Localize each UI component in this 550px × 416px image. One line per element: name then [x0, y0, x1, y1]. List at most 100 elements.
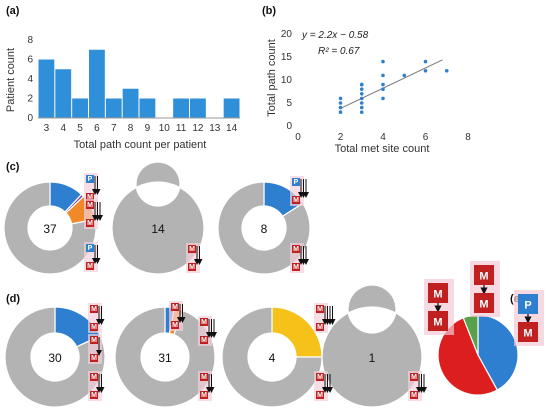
box-label: M	[411, 392, 417, 399]
data-point	[423, 59, 428, 64]
data-point	[359, 87, 364, 91]
box-label: M	[479, 298, 488, 310]
box-label: M	[293, 246, 299, 253]
box-label: M	[91, 374, 97, 381]
pie-slice	[221, 306, 323, 408]
metastasis-box	[90, 336, 98, 344]
data-point	[381, 96, 385, 101]
primary-box	[86, 244, 94, 252]
metastasis-box	[428, 283, 448, 303]
donut-d4-center-label: 1	[369, 351, 376, 365]
pathway-glyphs: P M M M P M M M P M M M M M M M M M M M M M M M M M M M M M M M M M P M	[84, 173, 544, 401]
metastasis-box	[171, 303, 179, 311]
metastasis-box	[171, 321, 179, 329]
box-label: M	[91, 337, 97, 344]
box-label: M	[317, 392, 323, 399]
data-point	[338, 96, 343, 101]
x-tick-label: 10	[159, 123, 171, 134]
x-tick-label: 6	[423, 132, 429, 143]
y-tick-label: 4	[27, 74, 33, 85]
box-label: P	[88, 176, 93, 183]
panel-label-b: (b)	[262, 5, 276, 17]
x-tick-label: 3	[44, 123, 50, 134]
metastasis-box	[200, 336, 208, 344]
box-label: P	[294, 179, 299, 186]
donut-d2-center-label: 31	[158, 351, 172, 365]
metastasis-box	[410, 373, 418, 381]
y-tick-label: 20	[281, 29, 293, 40]
metastasis-box	[200, 318, 208, 326]
box-label: M	[479, 270, 488, 282]
box-label: M	[433, 288, 442, 300]
metastasis-box	[200, 373, 208, 381]
donut-d1-center-label: 30	[48, 351, 62, 365]
box-label: M	[172, 304, 178, 311]
x-tick-label: 0	[295, 132, 301, 143]
data-point	[381, 73, 385, 78]
pie-slice	[111, 161, 205, 275]
x-tick-label: 14	[226, 123, 238, 134]
metastasis-box	[292, 196, 300, 204]
box-label: M	[91, 392, 97, 399]
pie-slice	[4, 306, 106, 408]
bar	[122, 88, 139, 118]
data-point	[359, 82, 364, 87]
x-tick-label: 8	[465, 132, 471, 143]
metastasis-box	[90, 305, 98, 313]
panel-label-c: (c)	[6, 161, 20, 173]
metastasis-box	[90, 323, 98, 331]
box-label: M	[87, 202, 93, 209]
box-label: M	[201, 319, 207, 326]
metastasis-box	[292, 263, 300, 271]
box-label: M	[91, 306, 97, 313]
y-tick-label: 8	[27, 35, 33, 46]
bar	[223, 98, 240, 118]
metastasis-box	[90, 373, 98, 381]
x-tick-label: 13	[209, 123, 221, 134]
metastasis-box	[316, 323, 324, 331]
data-point	[338, 101, 343, 105]
metastasis-box	[474, 265, 494, 285]
bar	[173, 98, 189, 118]
y-tick-label: 5	[286, 98, 292, 109]
trendline	[340, 59, 443, 109]
data-point	[359, 96, 364, 101]
box-label: M	[317, 324, 323, 331]
y-tick-label: 10	[281, 75, 293, 86]
x-tick-label: 9	[145, 123, 151, 134]
bar	[38, 59, 55, 118]
x-tick-label: 6	[94, 123, 100, 134]
box-label: M	[201, 392, 207, 399]
box-label: M	[172, 322, 178, 329]
data-point	[381, 87, 385, 91]
donut-c2-center-label: 14	[151, 222, 165, 236]
bar	[72, 98, 88, 118]
metastasis-box	[316, 305, 324, 313]
data-point	[444, 69, 449, 73]
y-tick-label: 6	[27, 55, 33, 66]
box-label: M	[201, 374, 207, 381]
regression-equation: y = 2.2x − 0.58	[301, 30, 369, 41]
box-label: M	[201, 337, 207, 344]
metastasis-box	[292, 245, 300, 253]
donut-d3-center-label: 4	[269, 351, 276, 365]
pie-slice	[3, 181, 97, 275]
bar	[105, 98, 122, 118]
primary-box	[86, 175, 94, 183]
data-point	[359, 110, 364, 114]
x-tick-label: 2	[338, 132, 344, 143]
metastasis-box	[410, 391, 418, 399]
y-tick-label: 2	[27, 94, 33, 105]
x-tick-label: 8	[128, 123, 134, 134]
box-label: M	[87, 220, 93, 227]
metastasis-box	[86, 219, 94, 227]
metastasis-box	[90, 391, 98, 399]
data-point	[359, 105, 364, 110]
x-tick-label: 11	[176, 123, 187, 134]
box-label: M	[317, 374, 323, 381]
metastasis-box	[86, 262, 94, 270]
bar	[55, 69, 72, 118]
data-point	[359, 101, 364, 105]
pie-charts	[3, 161, 519, 408]
